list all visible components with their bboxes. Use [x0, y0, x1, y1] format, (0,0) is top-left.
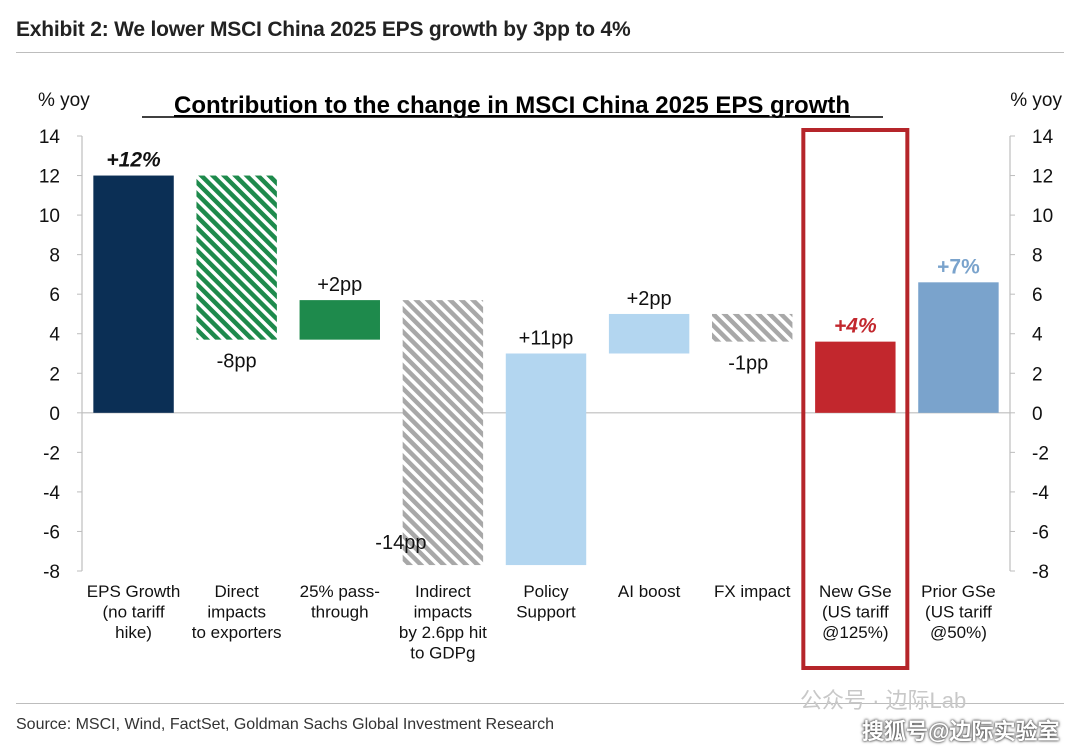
category-label: (US tariff	[822, 603, 889, 622]
watermark: 公众号 · 边际Lab	[800, 688, 967, 713]
y-tick-label-left: -2	[43, 443, 60, 464]
bar	[505, 353, 587, 566]
y-tick-label-right: 10	[1032, 206, 1053, 227]
data-label: +2pp	[627, 288, 672, 310]
category-label: @125%)	[822, 623, 888, 642]
data-label: -14pp	[375, 532, 426, 554]
y-tick-label-right: -2	[1032, 443, 1049, 464]
y-tick-label-left: 0	[49, 404, 60, 425]
y-tick-label-left: -8	[43, 562, 60, 583]
data-label: +7%	[937, 255, 980, 278]
y-tick-label-right: 8	[1032, 246, 1043, 267]
category-labels: EPS Growth(no tariffhike)Directimpactsto…	[87, 582, 996, 663]
category-label: New GSe	[819, 582, 892, 601]
bar	[918, 282, 999, 413]
y-tick-label-right: 14	[1032, 127, 1054, 148]
category-label: Indirect	[415, 582, 471, 601]
y-tick-label-left: -4	[43, 483, 60, 504]
bar	[712, 313, 793, 342]
category-label: Policy	[523, 582, 569, 601]
highlight-box	[801, 128, 910, 670]
bar	[299, 300, 380, 340]
bars	[93, 175, 999, 566]
category-label: Prior GSe	[921, 582, 996, 601]
source-note: Source: MSCI, Wind, FactSet, Goldman Sac…	[16, 716, 554, 733]
y-tick-label-left: 8	[49, 246, 60, 267]
bar	[196, 175, 277, 340]
bottom-rule	[16, 703, 1064, 704]
y-tick-label-right: -4	[1032, 483, 1049, 504]
data-labels: +12% -8pp +2pp -14pp +11pp +2pp -1pp +4% +7%	[106, 149, 980, 555]
data-label: -8pp	[217, 351, 257, 373]
bar	[815, 341, 896, 413]
category-label: FX impact	[714, 582, 791, 601]
y-tick-label-left: 10	[39, 206, 60, 227]
bar	[608, 313, 690, 354]
y-axis-label-right: % yoy	[1010, 90, 1062, 111]
y-tick-label-right: 2	[1032, 364, 1043, 385]
data-label: +11pp	[519, 328, 574, 350]
category-label: 25% pass-	[300, 582, 380, 601]
y-tick-label-right: 12	[1032, 167, 1053, 188]
y-tick-label-right: 6	[1032, 285, 1043, 306]
bar	[402, 300, 484, 566]
category-label: to exporters	[192, 623, 282, 642]
y-tick-label-left: 14	[39, 127, 61, 148]
exhibit-title: Exhibit 2: We lower MSCI China 2025 EPS …	[16, 18, 631, 41]
y-tick-label-left: 2	[49, 364, 60, 385]
y-axis-label-left: % yoy	[38, 90, 90, 111]
category-label: impacts	[414, 603, 473, 622]
y-tick-label-left: 12	[39, 167, 60, 188]
watermark-2: 搜狐号@边际实验室	[862, 719, 1060, 744]
category-label: impacts	[207, 603, 266, 622]
top-rule	[16, 52, 1064, 53]
data-label: +4%	[834, 315, 877, 338]
category-label: through	[311, 603, 369, 622]
y-tick-label-left: -6	[43, 522, 60, 543]
y-tick-label-left: 4	[49, 325, 60, 346]
bar	[93, 175, 174, 413]
waterfall-chart: 14 14 12 12 10 10 8 8 6 6 4 4 2 2 0 0 -2 -2 -4 -4 -6 -6 -8 -8 +…	[38, 90, 1062, 670]
y-tick-label-right: -6	[1032, 522, 1049, 543]
category-label: (no tariff	[103, 603, 165, 622]
data-label: +2pp	[317, 274, 362, 296]
category-label: hike)	[115, 623, 152, 642]
category-label: Direct	[214, 582, 259, 601]
y-tick-label-right: 0	[1032, 404, 1043, 425]
y-tick-label-left: 6	[49, 285, 60, 306]
y-tick-label-right: 4	[1032, 325, 1043, 346]
category-label: AI boost	[618, 582, 681, 601]
category-label: by 2.6pp hit	[399, 623, 487, 642]
y-tick-label-right: -8	[1032, 562, 1049, 583]
category-label: to GDPg	[410, 644, 475, 663]
category-label: (US tariff	[925, 603, 992, 622]
category-label: EPS Growth	[87, 582, 181, 601]
category-label: @50%)	[930, 623, 987, 642]
data-label: +12%	[106, 149, 161, 172]
category-label: Support	[516, 603, 576, 622]
chart-title: Contribution to the change in MSCI China…	[174, 92, 850, 119]
data-label: -1pp	[728, 353, 768, 375]
